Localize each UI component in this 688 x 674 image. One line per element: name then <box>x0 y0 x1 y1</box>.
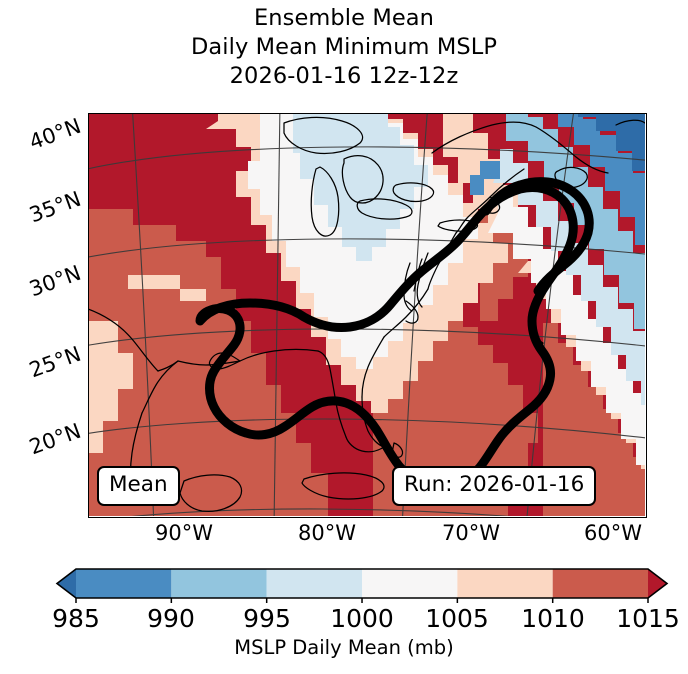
colorbar-tick-1015: 1015 <box>616 604 680 633</box>
cuba-outline <box>301 472 385 500</box>
lake-superior-outline <box>283 116 364 155</box>
lat-label-20N: 20°N <box>26 418 85 460</box>
title-line-2: Daily Mean Minimum MSLP <box>190 34 498 60</box>
lake-huron-outline <box>341 155 384 204</box>
mean-annotation-box: Mean <box>97 466 180 506</box>
colorbar-outline <box>55 568 669 599</box>
newfoundland-coast <box>615 119 645 126</box>
map-plot-area[interactable] <box>88 113 645 516</box>
lon-label-70W: 70°W <box>442 521 500 545</box>
fill-995-1000 <box>293 113 645 405</box>
colorbar-axis-label: MSLP Daily Mean (mb) <box>234 636 454 659</box>
colorbar-bin-985-990 <box>76 569 172 598</box>
parallel-20N <box>131 508 511 516</box>
colorbar-extend-low <box>57 569 76 598</box>
parallel-40N <box>88 146 645 170</box>
title-line-3: 2026-01-16 12z-12z <box>229 63 459 89</box>
lat-label-25N: 25°N <box>26 341 85 383</box>
title-line-1: Ensemble Mean <box>253 5 435 31</box>
colorbar-tick-985: 985 <box>52 604 100 633</box>
colorbar-extend-high <box>648 569 667 598</box>
florida-gulf-coast <box>317 350 347 438</box>
parallel-25N <box>88 418 645 439</box>
nova-scotia-outline <box>554 166 588 189</box>
lon-label-60W: 60°W <box>584 521 642 545</box>
rio-grande-border <box>88 308 159 372</box>
lat-label-30N: 30°N <box>26 260 85 302</box>
page-title: Ensemble Mean Daily Mean Minimum MSLP 20… <box>0 4 688 91</box>
carolina-coast <box>383 288 429 338</box>
outer-banks <box>405 300 419 324</box>
georgia-coast <box>361 336 385 398</box>
colorbar-segments <box>57 569 667 598</box>
st-lawrence-river <box>431 121 537 154</box>
colorbar-tick-995: 995 <box>243 604 291 633</box>
fill-985-990 <box>470 113 645 245</box>
lon-label-80W: 80°W <box>298 521 356 545</box>
louisiana-texas-coast <box>177 360 241 366</box>
colorbar-tick-990: 990 <box>147 604 195 633</box>
lon-label-90W: 90°W <box>155 521 213 545</box>
mslp-heatmap-svg <box>88 113 645 516</box>
lake-erie-outline <box>356 198 413 220</box>
lake-michigan-outline <box>310 166 340 237</box>
lat-label-35N: 35°N <box>26 186 85 228</box>
lake-ontario-outline <box>392 182 435 203</box>
florida-keys <box>345 436 385 453</box>
colorbar-bin-990-995 <box>171 569 267 598</box>
colorbar-bin-995-1000 <box>266 569 363 598</box>
parallel-35N <box>88 238 645 258</box>
fill-below-985 <box>578 113 645 171</box>
colorbar-bin-1005-1010 <box>457 569 553 598</box>
lat-label-40N: 40°N <box>26 113 85 155</box>
colorbar-bin-1000-1005 <box>362 569 458 598</box>
yucatan-peninsula <box>179 474 243 513</box>
contour-1010mb <box>195 177 594 492</box>
colorbar-bin-1010-1015 <box>552 569 648 598</box>
colorbar-tick-1010: 1010 <box>521 604 585 633</box>
run-annotation-box: Run: 2026-01-16 <box>392 466 597 506</box>
texas-border-lower <box>157 360 179 372</box>
colorbar-tick-1000: 1000 <box>330 604 394 633</box>
filled-contour-layer <box>88 113 645 516</box>
colorbar-tick-1005: 1005 <box>425 604 489 633</box>
gulf-coast-panhandle <box>239 348 319 362</box>
long-island-outline <box>437 219 479 232</box>
texas-coast <box>141 360 179 414</box>
colorbar-ticks <box>75 598 649 603</box>
new-england-coast <box>455 168 525 234</box>
gulf-st-lawrence-coast <box>535 126 609 174</box>
